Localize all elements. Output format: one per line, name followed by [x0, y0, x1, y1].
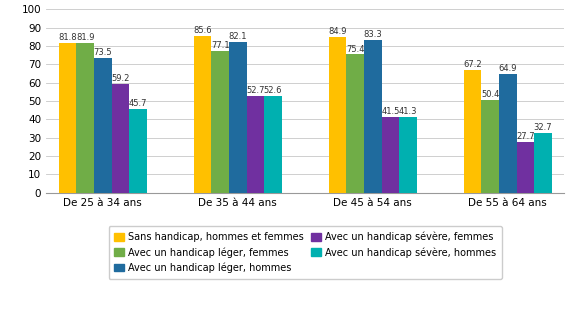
Text: 85.6: 85.6 — [194, 26, 212, 35]
Text: 83.3: 83.3 — [363, 30, 382, 39]
Bar — [77, 43, 94, 193]
Bar — [229, 42, 247, 193]
Bar — [247, 96, 264, 193]
Text: 59.2: 59.2 — [111, 74, 130, 83]
Bar — [94, 58, 112, 193]
Bar — [381, 117, 399, 193]
Bar — [534, 133, 552, 193]
Text: 84.9: 84.9 — [328, 27, 347, 36]
Text: 73.5: 73.5 — [93, 48, 112, 57]
Text: 67.2: 67.2 — [463, 60, 482, 69]
Text: 77.1: 77.1 — [211, 41, 230, 50]
Bar — [517, 142, 534, 193]
Bar — [194, 36, 211, 193]
Legend: Sans handicap, hommes et femmes, Avec un handicap léger, femmes, Avec un handica: Sans handicap, hommes et femmes, Avec un… — [108, 226, 502, 279]
Text: 41.3: 41.3 — [399, 107, 417, 116]
Text: 27.7: 27.7 — [516, 132, 535, 141]
Text: 81.8: 81.8 — [58, 33, 77, 42]
Bar — [346, 54, 364, 193]
Text: 41.5: 41.5 — [381, 107, 400, 116]
Text: 81.9: 81.9 — [76, 33, 94, 42]
Text: 52.6: 52.6 — [264, 86, 282, 95]
Bar — [264, 96, 282, 193]
Bar — [364, 40, 381, 193]
Text: 82.1: 82.1 — [229, 32, 247, 41]
Bar — [129, 109, 147, 193]
Bar — [59, 43, 77, 193]
Text: 32.7: 32.7 — [533, 123, 552, 132]
Text: 50.4: 50.4 — [481, 91, 499, 100]
Text: 52.7: 52.7 — [246, 86, 264, 95]
Bar — [329, 37, 346, 193]
Bar — [211, 51, 229, 193]
Bar — [112, 84, 129, 193]
Bar — [399, 117, 416, 193]
Text: 45.7: 45.7 — [128, 99, 147, 108]
Text: 75.4: 75.4 — [346, 44, 365, 53]
Bar — [464, 70, 482, 193]
Bar — [482, 100, 499, 193]
Text: 64.9: 64.9 — [499, 64, 517, 73]
Bar — [499, 74, 517, 193]
